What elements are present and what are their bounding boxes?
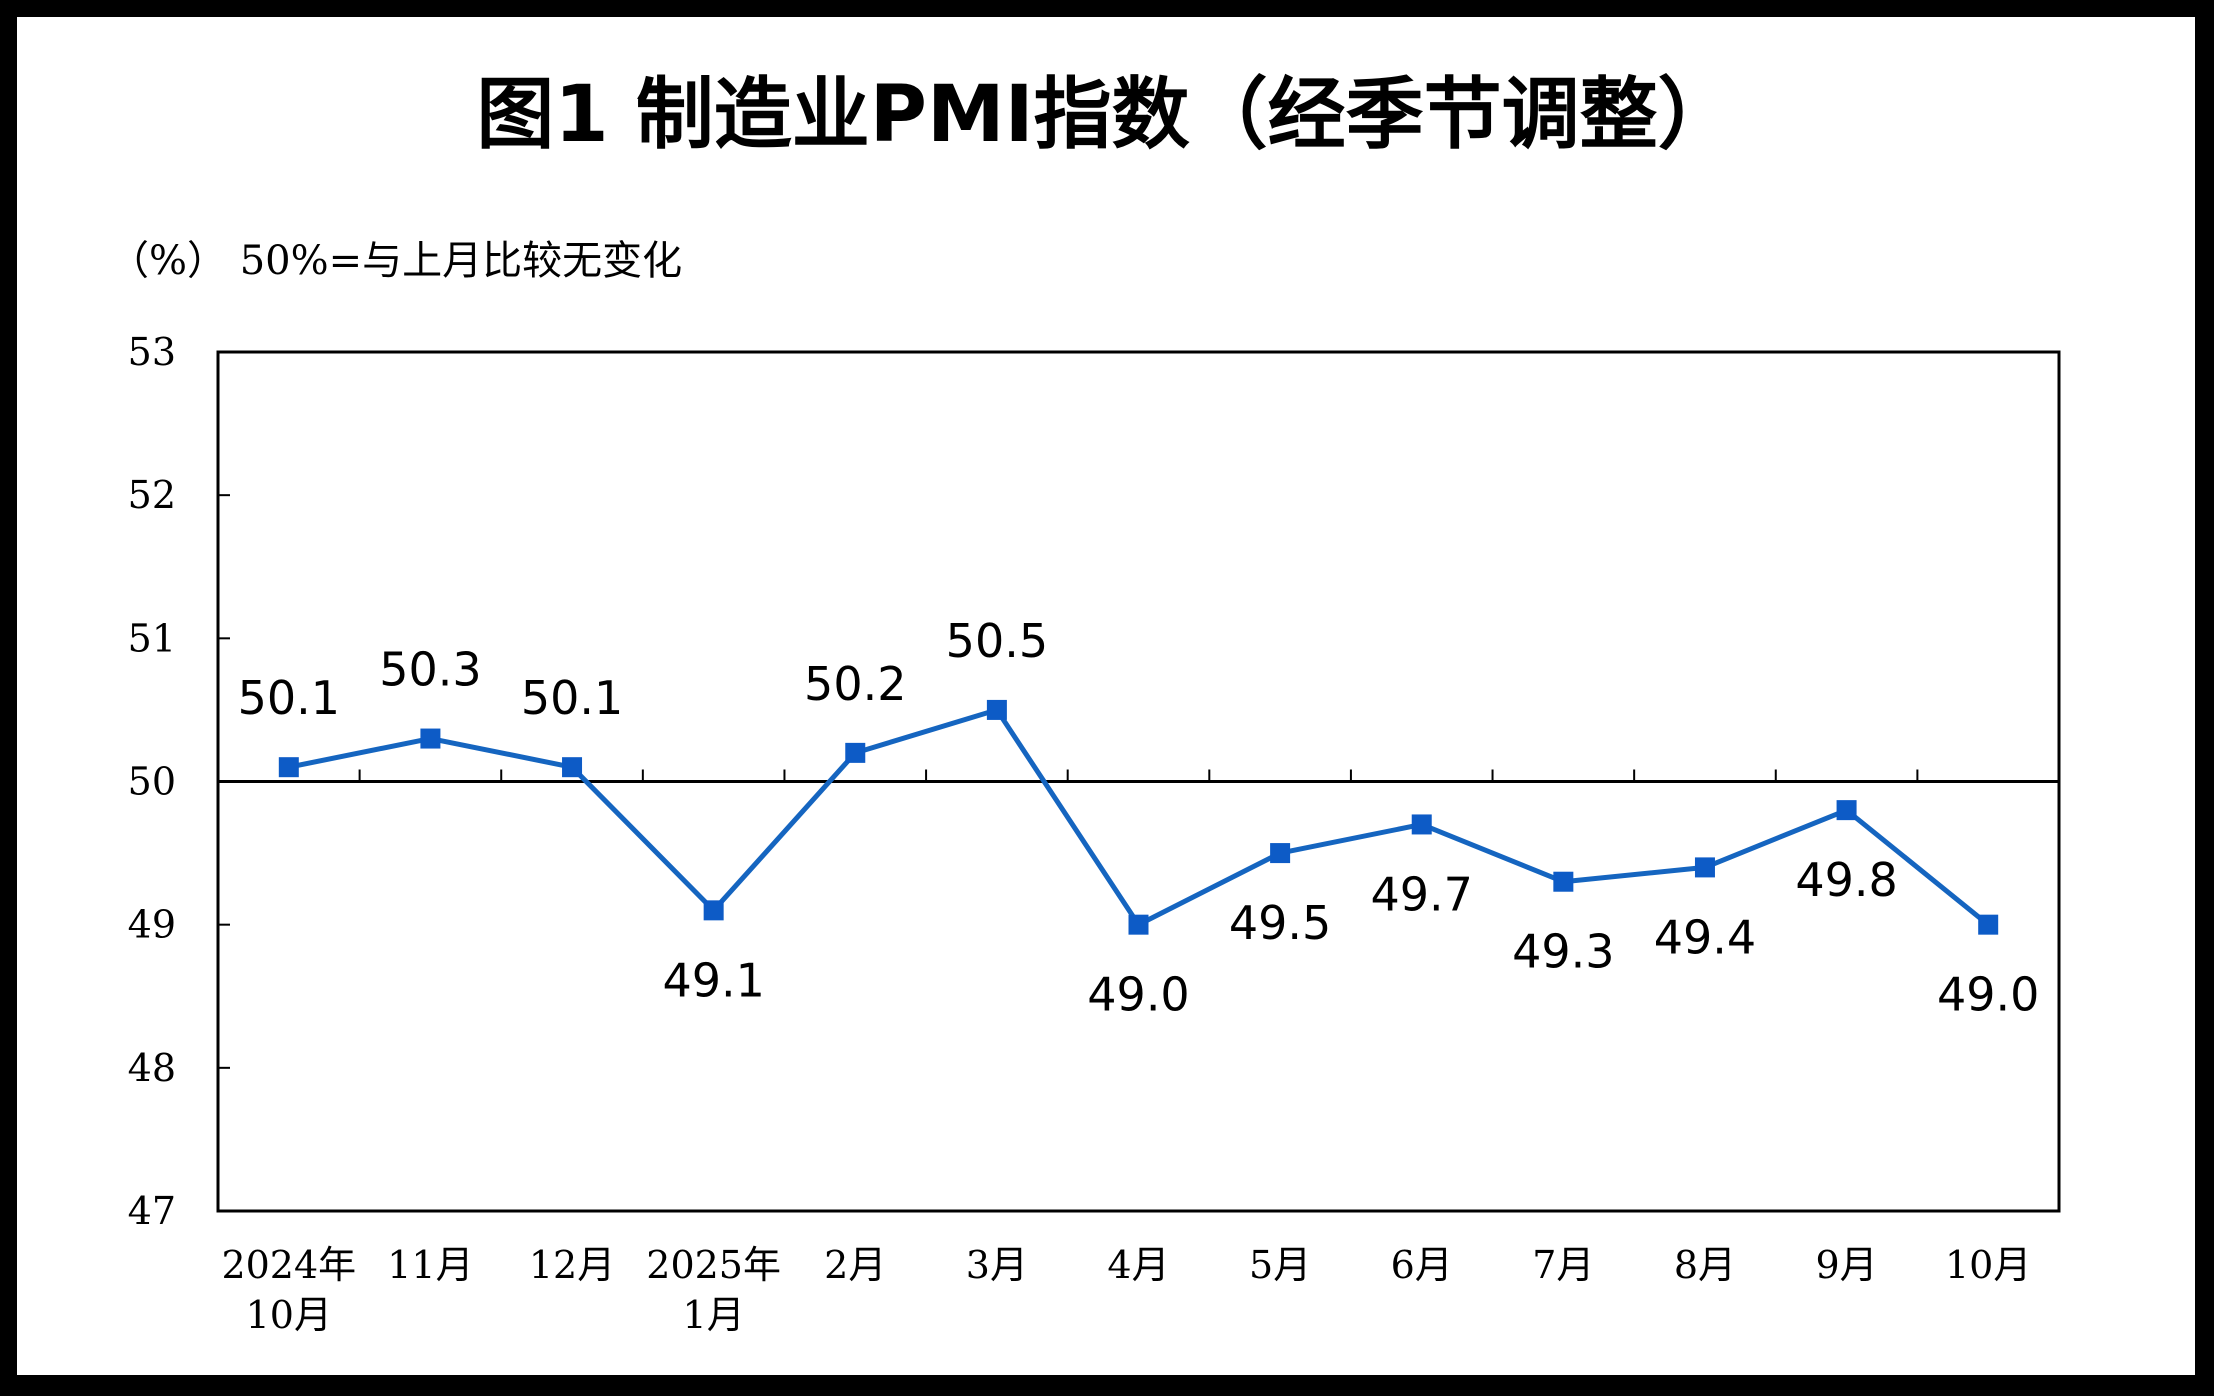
x-tick-label: 10月 <box>1945 1243 2031 1287</box>
x-tick-label-line: 12月 <box>529 1243 615 1287</box>
x-tick-label-line: 1月 <box>683 1293 745 1337</box>
data-point-marker <box>1836 800 1857 821</box>
data-point-marker <box>1694 857 1715 878</box>
data-label: 50.2 <box>804 657 906 711</box>
data-label: 50.1 <box>238 671 340 725</box>
data-label: 50.5 <box>946 614 1048 668</box>
x-tick-label-line: 3月 <box>966 1243 1028 1287</box>
series-pmi <box>278 699 1999 935</box>
x-tick-label-line: 7月 <box>1532 1243 1594 1287</box>
data-label: 50.3 <box>379 643 481 697</box>
data-label: 49.5 <box>1229 896 1331 950</box>
y-tick-label: 52 <box>128 473 176 517</box>
x-tick-label: 4月 <box>1107 1243 1169 1287</box>
y-tick-label: 50 <box>128 760 176 804</box>
data-label: 49.0 <box>1087 968 1189 1022</box>
data-label: 49.1 <box>662 953 764 1007</box>
x-tick-label: 9月 <box>1815 1243 1877 1287</box>
data-label: 49.0 <box>1937 968 2039 1022</box>
x-tick-label: 12月 <box>529 1243 615 1287</box>
x-tick-label-line: 2月 <box>824 1243 886 1287</box>
data-label: 49.7 <box>1371 867 1473 921</box>
data-point-marker <box>420 728 441 749</box>
x-tick-label: 2025年 1月 <box>646 1243 781 1337</box>
data-point-marker <box>1978 914 1999 935</box>
data-label: 49.4 <box>1654 910 1756 964</box>
data-label: 49.8 <box>1795 853 1897 907</box>
x-tick-label-line: 6月 <box>1391 1243 1453 1287</box>
data-point-marker <box>1270 843 1291 864</box>
x-tick-label: 11月 <box>387 1243 473 1287</box>
y-tick-label: 51 <box>128 616 176 660</box>
x-tick-label: 3月 <box>966 1243 1028 1287</box>
x-tick-label-line: 8月 <box>1674 1243 1736 1287</box>
data-point-marker <box>1553 871 1574 892</box>
x-tick-label: 8月 <box>1674 1243 1736 1287</box>
x-tick-label-line: 2025年 <box>646 1243 781 1287</box>
x-tick-label-line: 10月 <box>246 1293 332 1337</box>
y-tick-label: 48 <box>128 1046 176 1090</box>
data-point-marker <box>1128 914 1149 935</box>
x-tick-label-line: 11月 <box>387 1243 473 1287</box>
x-tick-label-line: 10月 <box>1945 1243 2031 1287</box>
data-point-marker <box>845 742 866 763</box>
data-label: 50.1 <box>521 671 623 725</box>
x-tick-label-line: 4月 <box>1107 1243 1169 1287</box>
y-tick-label: 53 <box>128 330 176 374</box>
x-tick-label: 2024年 10月 <box>221 1243 356 1337</box>
x-tick-label-line: 9月 <box>1815 1243 1877 1287</box>
series-line <box>286 707 1991 928</box>
chart-canvas: 图1 制造业PMI指数（经季节调整） （%） 50%=与上月比较无变化 47 48… <box>109 70 2061 1337</box>
chart-panel: 图1 制造业PMI指数（经季节调整） （%） 50%=与上月比较无变化 47 48… <box>17 17 2195 1375</box>
x-tick-label: 6月 <box>1391 1243 1453 1287</box>
data-point-marker <box>278 757 299 778</box>
unit-note: （%） 50%=与上月比较无变化 <box>109 238 682 284</box>
y-tick-label: 47 <box>128 1189 176 1233</box>
data-point-marker <box>986 699 1007 720</box>
data-label: 49.3 <box>1512 925 1614 979</box>
x-tick-label: 5月 <box>1249 1243 1311 1287</box>
y-axis: 47 48 49 50 51 52 53 <box>128 330 230 1233</box>
x-tick-label-line: 2024年 <box>221 1243 356 1287</box>
data-labels: 50.1 50.3 50.1 49.1 50.2 50.5 49.0 49.5 49.7 49.3… <box>238 614 2040 1022</box>
y-tick-label: 49 <box>128 903 176 947</box>
x-tick-label-line: 5月 <box>1249 1243 1311 1287</box>
x-tick-label: 7月 <box>1532 1243 1594 1287</box>
chart-title: 图1 制造业PMI指数（经季节调整） <box>476 70 1735 160</box>
data-point-marker <box>1411 814 1432 835</box>
data-point-marker <box>703 900 724 921</box>
data-point-marker <box>562 757 583 778</box>
x-tick-label: 2月 <box>824 1243 886 1287</box>
x-axis: 2024年 10月 11月 12月 2025年 1月 2月 3月 4月 5月 6月 7月 8月 9月 10月 <box>221 769 2031 1337</box>
